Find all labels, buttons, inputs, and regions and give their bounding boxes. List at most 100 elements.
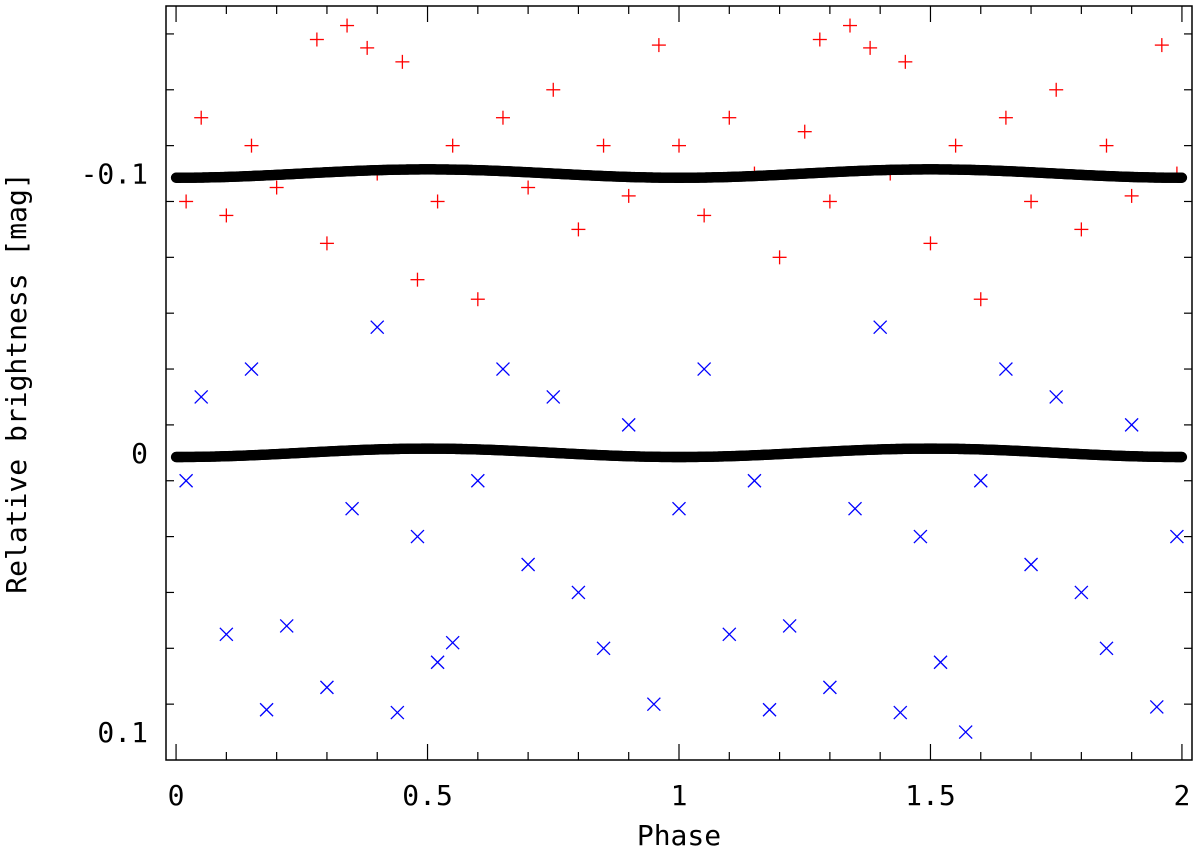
plus-marker [596,138,611,153]
cross-marker [1024,557,1039,572]
cross-marker [1099,641,1114,656]
plus-marker [360,40,375,55]
y-tick-label: 0 [131,437,148,470]
axis-ticks: 0 0.5 1 1.5 2 -0.1 0 0.1 [81,6,1192,812]
cross-marker [1049,390,1064,404]
plus-marker [546,82,561,97]
plus-marker [495,110,510,125]
cross-marker [279,618,294,633]
cross-marker [1169,529,1184,544]
plus-marker [863,40,878,55]
plus-marker [651,38,666,53]
plus-marker [219,208,234,223]
cross-marker [390,705,405,720]
plus-marker [571,222,586,237]
plus-marker [1049,82,1064,97]
cross-marker [822,680,837,695]
cross-marker [244,362,259,376]
y-tick-label: -0.1 [81,158,148,191]
cross-marker [596,641,611,656]
cross-marker [345,501,360,516]
plus-marker [973,292,988,307]
cross-marker [697,362,712,376]
plus-marker [244,138,259,153]
x-tick-label: 0 [168,779,185,812]
plus-marker [772,250,787,265]
cross-marker [410,529,425,544]
cross-marker [179,473,194,488]
y-tick-label: 0.1 [97,716,148,749]
cross-marker [762,702,777,717]
y-axis-label: Relative brightness [mag] [0,172,33,593]
plus-marker [445,138,460,153]
x-tick-label: 0.5 [402,779,453,812]
plus-marker [722,110,737,125]
plus-marker [822,194,837,209]
plus-marker [1074,222,1089,237]
cross-marker [722,627,737,642]
cross-marker [571,585,586,600]
x-tick-label: 1 [671,779,688,812]
plus-marker [672,138,686,153]
plus-marker [395,54,410,69]
cross-marker [370,320,385,335]
plus-marker [179,194,194,209]
cross-marker [873,320,888,335]
cross-marker [194,390,209,404]
cross-marker [470,473,485,488]
cross-marker [521,557,536,572]
plus-marker [843,18,857,33]
cross-marker [621,417,636,432]
plus-marker [812,32,827,47]
plus-marker [797,124,812,139]
x-tick-label: 2 [1174,779,1191,812]
cross-marker [1124,417,1139,432]
cross-marker [496,362,510,376]
cross-marker [933,655,948,670]
cross-marker [1149,699,1164,714]
plus-marker [430,194,445,209]
plus-marker [1154,38,1169,53]
model-curve-point [1176,451,1188,463]
plus-marker [410,272,425,287]
model-curve-point [1176,172,1188,183]
cross-marker [848,501,862,516]
cross-marker [672,501,686,516]
cross-marker [973,473,988,488]
plus-marker [1024,194,1039,209]
plus-marker [194,110,209,125]
cross-marker [319,680,334,695]
plus-marker [470,292,485,307]
cross-marker [430,655,445,670]
plus-marker [948,138,963,153]
cross-marker [958,725,973,740]
plus-marker [1124,188,1139,203]
cross-marker [1074,585,1089,600]
x-tick-label: 1.5 [905,779,956,812]
plus-marker [621,188,636,203]
plus-marker [998,110,1013,125]
plus-marker [269,180,284,195]
cross-marker [747,473,762,488]
x-axis-label: Phase [637,819,721,850]
cross-marker [998,362,1013,376]
plus-marker [309,32,324,47]
cross-marker [546,390,561,404]
plus-marker [697,208,712,223]
plus-marker [898,54,913,69]
plus-marker [1099,138,1114,153]
cross-marker [893,705,908,720]
plus-marker [521,180,536,195]
cross-marker [913,529,928,544]
cross-marker [219,627,234,642]
cross-marker [445,635,460,650]
plus-marker [923,236,938,251]
plus-marker [319,236,334,251]
plot-area [170,18,1188,740]
plot-frame [165,5,1193,761]
cross-marker [259,702,274,717]
plus-marker [340,18,355,33]
cross-marker [782,618,797,633]
cross-marker [646,697,661,712]
